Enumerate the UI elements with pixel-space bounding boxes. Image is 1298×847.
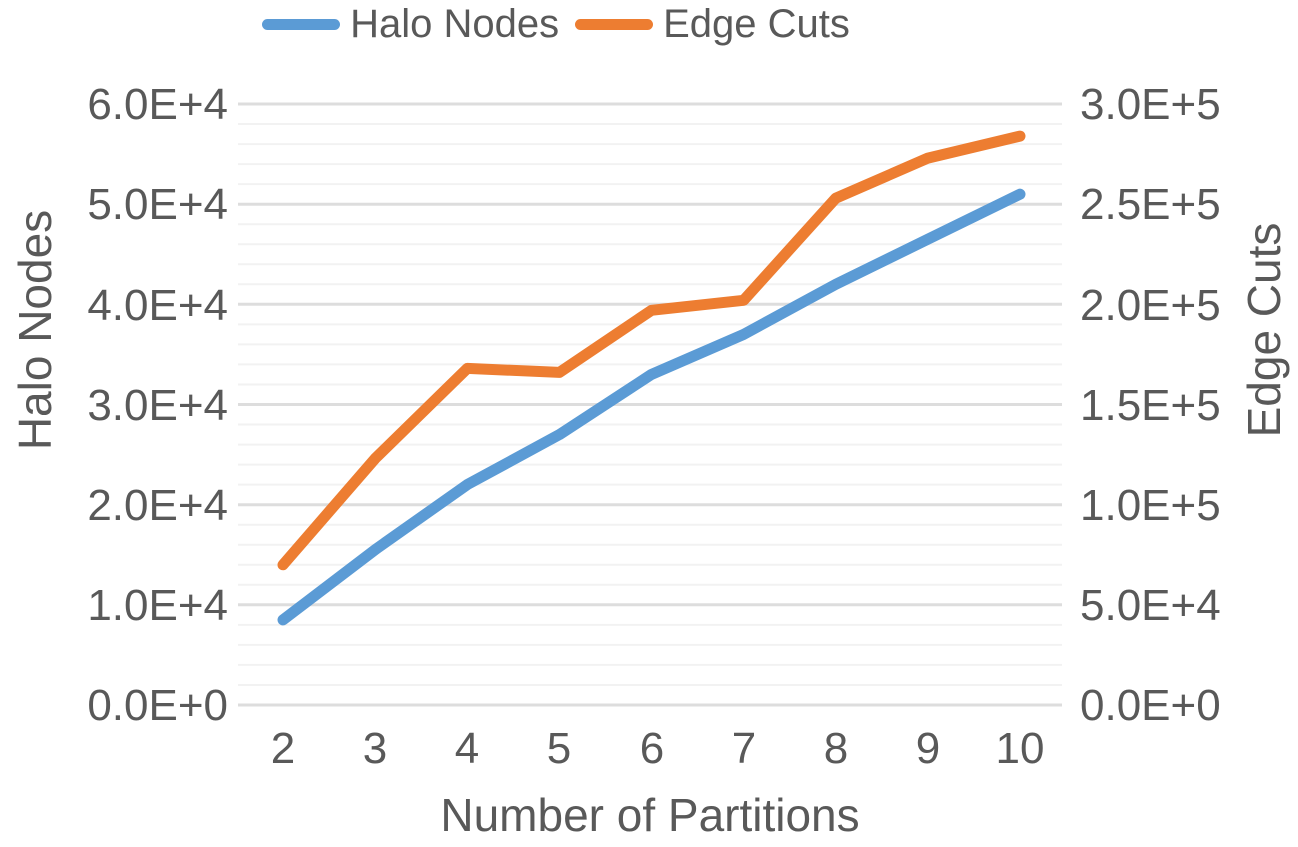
left-axis-tick: 3.0E+4: [87, 381, 228, 430]
left-axis-tick: 6.0E+4: [87, 80, 228, 129]
x-axis-tick: 6: [639, 724, 665, 773]
x-axis-title: Number of Partitions: [440, 789, 860, 841]
left-axis-title: Halo Nodes: [9, 209, 61, 451]
x-axis-tick: 8: [823, 724, 849, 773]
legend: Halo Nodes Edge Cuts: [0, 0, 1213, 48]
right-axis-tick: 1.0E+5: [1080, 481, 1221, 530]
left-axis-tick: 0.0E+0: [87, 681, 228, 730]
legend-label-edge-cuts: Edge Cuts: [663, 1, 850, 46]
x-axis-tick: 3: [362, 724, 388, 773]
right-axis-tick: 5.0E+4: [1080, 581, 1221, 630]
right-axis-tick: 3.0E+5: [1080, 80, 1221, 129]
legend-swatch-edge-cuts: [575, 18, 654, 30]
left-axis-tick: 2.0E+4: [87, 481, 228, 530]
right-axis-tick: 2.5E+5: [1080, 180, 1221, 229]
left-axis-tick: 4.0E+4: [87, 281, 228, 330]
x-axis-tick: 9: [915, 724, 941, 773]
right-axis-tick: 2.0E+5: [1080, 281, 1221, 330]
left-axis-tick: 5.0E+4: [87, 180, 228, 229]
right-axis-tick: 0.0E+0: [1080, 681, 1221, 730]
right-axis-title: Edge Cuts: [1238, 222, 1290, 438]
x-axis-tick: 10: [995, 724, 1045, 773]
right-axis-tick: 1.5E+5: [1080, 381, 1221, 430]
x-axis-tick: 2: [270, 724, 296, 773]
x-axis-tick: 4: [454, 724, 480, 773]
legend-swatch-halo-nodes: [262, 18, 341, 30]
x-axis-tick: 7: [731, 724, 757, 773]
left-axis-tick: 1.0E+4: [87, 581, 228, 630]
legend-label-halo-nodes: Halo Nodes: [350, 1, 560, 46]
x-axis-tick: 5: [546, 724, 572, 773]
